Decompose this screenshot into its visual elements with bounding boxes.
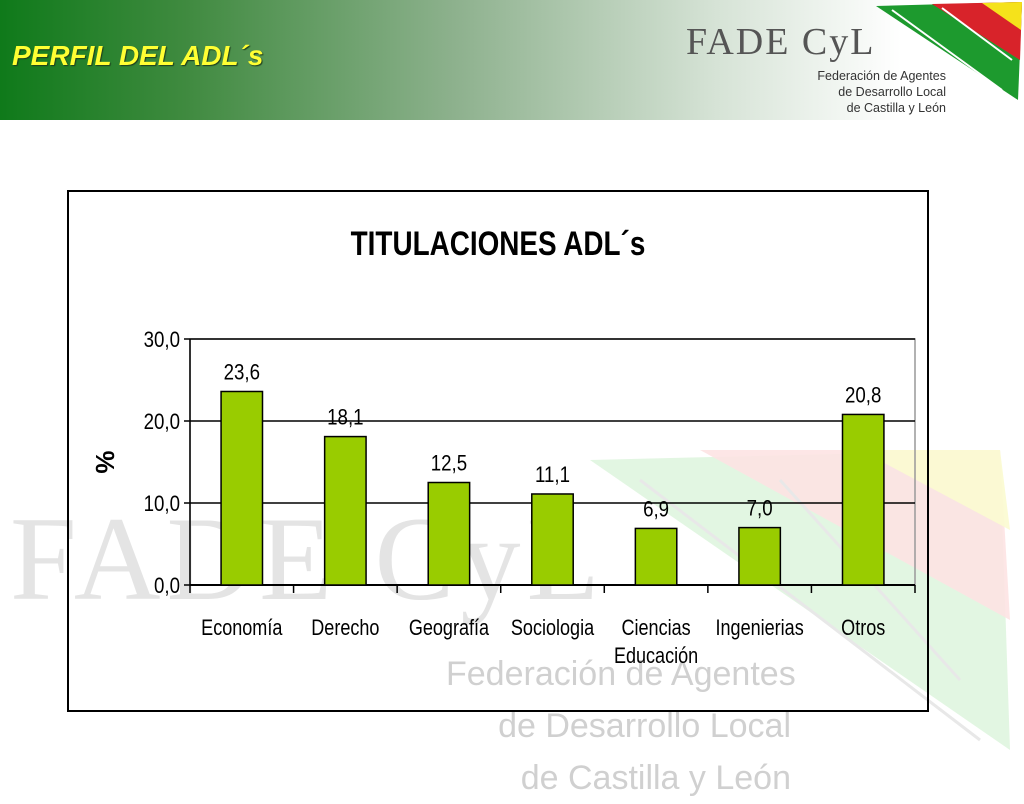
data-label: 23,6 (224, 361, 260, 385)
logo-sub-line: de Desarrollo Local (838, 85, 946, 99)
chart-frame (67, 190, 929, 712)
x-tick-label: Sociologia (511, 616, 595, 640)
logo-wordmark: FADE CyL (686, 21, 876, 63)
bar (323, 435, 367, 586)
chart-title: TITULACIONES ADL´s (351, 224, 646, 262)
bar (634, 527, 678, 586)
bar (531, 493, 574, 586)
logo-subtitle: Federación de Agentes de Desarrollo Loca… (817, 68, 946, 116)
y-tick-label: 20,0 (144, 411, 180, 435)
x-tick-label: Geografía (409, 616, 490, 640)
x-tick-label: Otros (841, 616, 885, 640)
header-band: PERFIL DEL ADL´s FADE CyL Federación de … (0, 0, 1024, 120)
fadecyl-logo: FADE CyL Federación de Agentes de Desarr… (682, 2, 1022, 120)
bar (220, 390, 264, 586)
y-tick-label: 30,0 (144, 329, 180, 353)
x-tick-label: Ingenierias (716, 616, 804, 640)
bar (841, 413, 885, 586)
data-label: 12,5 (431, 452, 467, 476)
x-tick-label: Economía (201, 616, 283, 640)
bar (738, 526, 782, 586)
data-label: 6,9 (643, 498, 669, 522)
logo-sub-line: Federación de Agentes (817, 69, 946, 83)
y-tick-label: 10,0 (144, 493, 180, 517)
plot-area: 0,0 10,0 20,0 30,0 23,6 Economía 18,1 Derecho 12… (144, 329, 916, 668)
logo-triangle-icon (876, 2, 1022, 100)
data-label: 18,1 (327, 406, 363, 430)
logo-sub-line: de Castilla y León (846, 101, 946, 115)
x-tick-label: Ciencias (621, 616, 690, 640)
data-label: 20,8 (845, 384, 881, 408)
y-axis-label: % (90, 450, 120, 473)
data-label: 11,1 (535, 464, 570, 488)
bar-chart: TITULACIONES ADL´s % 0,0 10,0 20,0 30,0 23,6… (90, 224, 916, 668)
x-tick-label: Derecho (311, 616, 379, 640)
page-title: PERFIL DEL ADL´s (12, 40, 264, 71)
data-label: 7,0 (747, 497, 773, 521)
x-tick-label: Educación (614, 644, 698, 668)
bar (427, 481, 471, 586)
y-tick-label: 0,0 (154, 575, 180, 599)
